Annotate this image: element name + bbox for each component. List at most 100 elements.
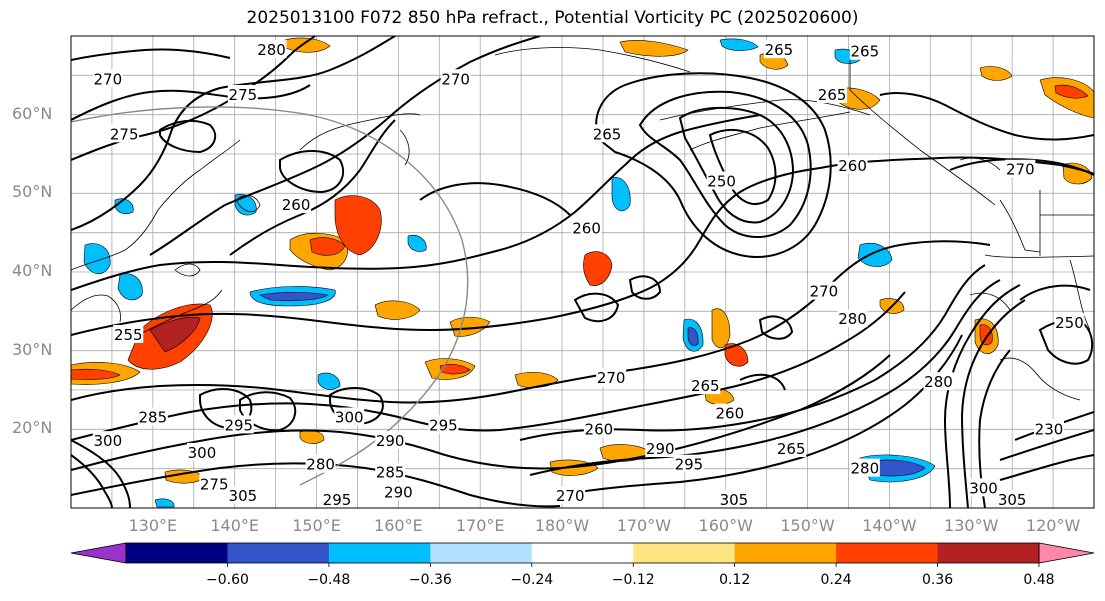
pv-positive-area — [149, 317, 201, 353]
contour-label-bg — [375, 462, 406, 481]
colorbar-tick-label: 0.36 — [921, 572, 954, 588]
pv-negative-area — [154, 498, 175, 508]
colorbar-segment — [430, 543, 533, 563]
contour-label-bg — [440, 69, 471, 88]
colorbar-tick-label: 0.48 — [1023, 572, 1055, 588]
contour-label-bg — [1005, 159, 1036, 178]
pv-negative-area — [117, 273, 143, 301]
contour-label-bg — [571, 218, 602, 237]
pv-positive-area — [334, 195, 382, 256]
pv-positive-area — [583, 251, 613, 286]
contour-label: 230 — [1035, 420, 1064, 438]
colorbar-tick-label: 0.24 — [820, 572, 852, 588]
contour-label: 305 — [998, 491, 1027, 509]
colorbar-segment — [227, 543, 330, 563]
lon-label: 170°W — [616, 516, 672, 535]
lon-label: 150°E — [292, 516, 341, 535]
contour-label-bg — [690, 376, 721, 395]
contour-label: 305 — [229, 487, 258, 505]
contour-label: 270 — [556, 487, 585, 505]
pv-positive-area — [619, 40, 689, 57]
colorbar-tick-label: −0.60 — [205, 572, 249, 588]
contour-label-bg — [673, 454, 704, 473]
contour-label-bg — [763, 40, 794, 59]
contour-label-bg — [383, 482, 414, 501]
lon-label: 150°W — [780, 516, 835, 535]
contour-label-bg — [92, 431, 123, 450]
lon-label: 170°E — [455, 516, 505, 535]
refractivity-contours — [71, 36, 1094, 508]
colorbar-tick-label: −0.12 — [611, 572, 655, 588]
lat-label: 60°N — [12, 103, 53, 123]
lat-label: 20°N — [12, 418, 53, 438]
contour-label-bg — [137, 407, 168, 426]
colorbar-tick-label: −0.24 — [510, 572, 554, 588]
pv-negative-area — [317, 372, 341, 390]
contour-label: 300 — [969, 479, 998, 497]
lon-label: 180°W — [534, 516, 590, 535]
contour-label-bg — [714, 403, 745, 422]
contour-label-bg — [227, 85, 258, 103]
contour-label: 280 — [838, 310, 867, 328]
pv-positive-area — [309, 237, 346, 256]
pv-positive-area — [1039, 77, 1094, 119]
contour-label: 265 — [765, 41, 794, 59]
contour-label: 280 — [306, 456, 335, 474]
contour-label: 275 — [229, 86, 258, 104]
pv-positive-area — [724, 343, 749, 367]
contour-label-bg — [334, 407, 365, 426]
contour-label: 295 — [429, 416, 458, 434]
contour-label: 295 — [224, 416, 253, 434]
contour-label: 295 — [323, 491, 352, 509]
pv-negative-area — [259, 292, 329, 302]
lon-label: 140°W — [862, 516, 917, 535]
coastlines — [71, 47, 1094, 401]
colorbar-tick-label: −0.36 — [408, 572, 452, 588]
pv-negative-area — [83, 243, 111, 274]
colorbar-frame — [125, 542, 1040, 564]
contour-label: 290 — [646, 440, 675, 458]
contour-label: 260 — [585, 420, 614, 438]
contour-label-bg — [113, 324, 144, 343]
colorbar-segment — [328, 543, 431, 563]
colorbar-tick-label: 0.12 — [719, 572, 751, 588]
plot-frame — [70, 35, 1095, 509]
lat-label: 30°N — [12, 339, 53, 359]
contour-label-bg — [109, 124, 140, 143]
contour-label: 250 — [707, 173, 736, 191]
contour-label-bg — [968, 478, 999, 497]
pv-negative-area — [687, 327, 699, 346]
lon-label: 160°W — [698, 516, 753, 535]
contour-label-bg — [186, 442, 217, 461]
pv-negative-area — [719, 38, 759, 51]
pv-positive-area — [439, 364, 471, 375]
colorbar-segment — [937, 543, 1040, 563]
colorbar — [70, 542, 1095, 567]
contour-label-bg — [256, 40, 287, 59]
contour-label: 290 — [384, 483, 413, 501]
pv-positive-area — [979, 324, 993, 346]
contour-label: 270 — [597, 369, 626, 387]
colorbar-segment — [633, 543, 736, 563]
contour-label: 260 — [838, 157, 867, 175]
contour-label-bg — [428, 415, 459, 434]
contour-label: 275 — [200, 475, 229, 493]
colorbar-tick-label: −0.48 — [307, 572, 351, 588]
contour-label: 270 — [810, 283, 839, 301]
contour-label-bg — [321, 490, 352, 508]
contour-label: 265 — [593, 125, 622, 143]
contour-label-bg — [776, 439, 807, 457]
pv-negative-area — [407, 235, 427, 252]
colorbar-segment — [734, 543, 837, 563]
contour-label: 260 — [572, 220, 601, 238]
colorbar-segment — [836, 543, 939, 563]
map-title: 2025013100 F072 850 hPa refract., Potent… — [246, 8, 859, 28]
contour-label-bg — [1054, 313, 1085, 332]
contour-labels: 280 265 265 270 275 270 275 265 265 250 260 270 260 2… — [92, 40, 1085, 509]
contour-label: 265 — [851, 43, 880, 61]
contour-label-bg — [837, 155, 868, 174]
contour-label-bg — [92, 69, 123, 88]
pv-positive-area — [1062, 162, 1093, 185]
colorbar-segment — [531, 543, 634, 563]
colorbar-segment — [126, 543, 228, 563]
